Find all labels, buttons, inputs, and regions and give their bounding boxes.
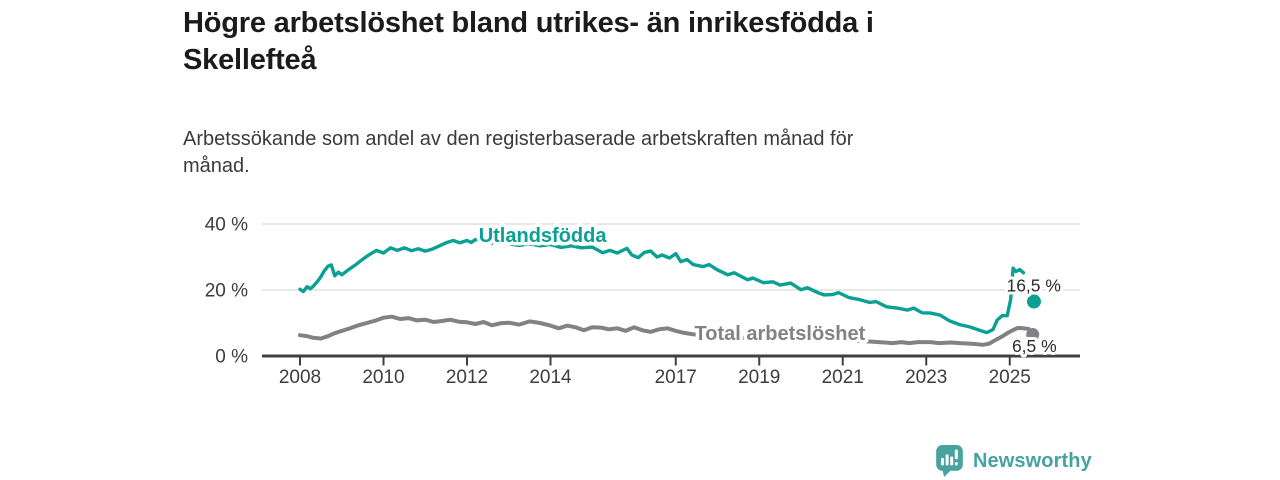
x-axis-label-2010: 2010 [362, 367, 404, 388]
x-axis-label-2012: 2012 [446, 367, 488, 388]
newsworthy-logo[interactable]: Newsworthy [936, 445, 1092, 477]
x-axis-label-2023: 2023 [905, 367, 947, 388]
page-title: Högre arbetslöshet bland utrikes- än inr… [183, 5, 1023, 78]
value-label-total-arbetsloshet: 6,5 % [1012, 336, 1057, 356]
chart-subtitle-line-2: månad. [183, 154, 250, 177]
page-title-line-2: Skellefteå [183, 43, 317, 76]
chart-subtitle-line-1: Arbetssökande som andel av den registerb… [183, 128, 854, 150]
x-axis-label-2017: 2017 [655, 367, 697, 388]
x-axis-label-2019: 2019 [738, 367, 780, 388]
x-axis-label-2014: 2014 [529, 367, 572, 388]
x-axis-label-2021: 2021 [822, 367, 864, 388]
bar-chart-glyph [940, 449, 958, 466]
x-axis-label-2008: 2008 [279, 367, 321, 388]
y-axis-label-0: 0 % [215, 347, 248, 368]
newsworthy-speech-bubble-chart-icon [936, 445, 963, 477]
newsworthy-logo-text: Newsworthy [973, 449, 1092, 472]
series-line-total-arbetsloshet [298, 314, 1031, 347]
y-axis-label-20: 20 % [205, 281, 248, 302]
chart-subtitle: Arbetssökande som andel av den registerb… [183, 126, 1033, 179]
page-title-line-1: Högre arbetslöshet bland utrikes- än inr… [183, 7, 874, 39]
y-axis-label-40: 40 % [205, 215, 248, 236]
series-end-dot-total-arbetsloshet [1026, 328, 1040, 342]
value-label-utlandsfodda: 16,5 % [1006, 276, 1060, 296]
series-label-utlandsfodda: Utlandsfödda [479, 225, 608, 247]
series-label-total-arbetsloshet: Total arbetslöshet [695, 323, 866, 345]
series-line-utlandsfodda [298, 237, 1026, 335]
x-axis-label-2025: 2025 [989, 367, 1031, 388]
series-end-dot-utlandsfodda [1026, 294, 1041, 309]
